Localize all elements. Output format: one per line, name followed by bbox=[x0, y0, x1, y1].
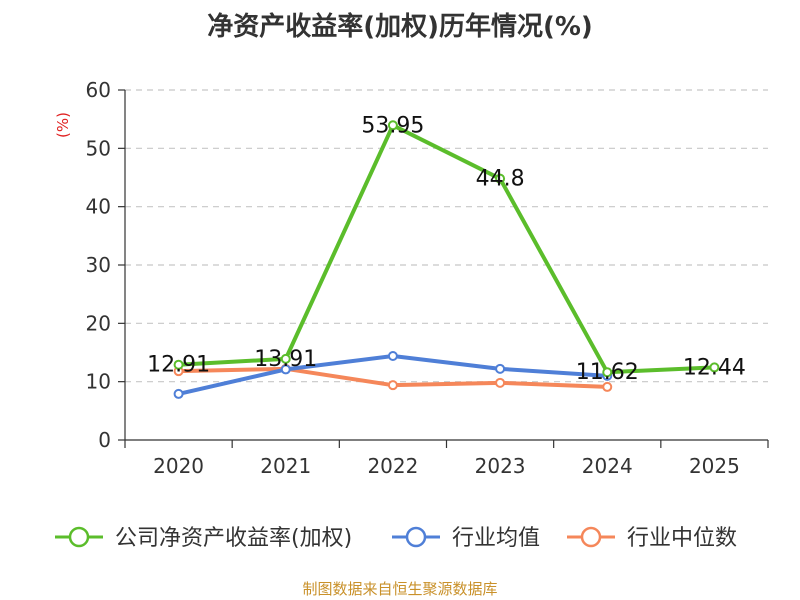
point-s0-2022 bbox=[387, 120, 398, 131]
legend-label-2: 行业中位数 bbox=[627, 526, 737, 551]
data-label-2022: 53.95 bbox=[361, 113, 424, 138]
point-s0-2025 bbox=[709, 362, 720, 373]
y-tick-label-60: 60 bbox=[86, 78, 111, 102]
y-tick-label-0: 0 bbox=[98, 428, 111, 452]
y-axis-label: (%) bbox=[54, 112, 72, 138]
chart-title: 净资产收益率(加权)历年情况(%) bbox=[207, 12, 593, 42]
data-labels: 12.91 13.91 53.95 44.8 11.62 12.44 bbox=[147, 113, 746, 385]
point-s1-2022 bbox=[387, 351, 398, 361]
data-label-2023: 44.8 bbox=[476, 167, 525, 192]
point-s2-2024 bbox=[602, 381, 613, 392]
point-s0-2020 bbox=[173, 359, 184, 370]
x-tick-label-2024: 2024 bbox=[582, 454, 633, 478]
point-s2-2022 bbox=[387, 380, 398, 391]
legend-item-0[interactable]: 公司净资产收益率(加权) bbox=[55, 526, 352, 551]
data-label-2024: 11.62 bbox=[576, 360, 639, 385]
series-line-0 bbox=[176, 123, 717, 375]
point-s1-2021 bbox=[280, 364, 291, 375]
legend-label-0: 公司净资产收益率(加权) bbox=[115, 526, 352, 551]
point-s1-2023 bbox=[495, 363, 506, 374]
point-s1-2020 bbox=[173, 388, 184, 399]
point-s0-2023 bbox=[495, 173, 506, 184]
y-tick-label-30: 30 bbox=[86, 253, 111, 277]
y-tick-label-50: 50 bbox=[86, 136, 111, 160]
point-s0-2021 bbox=[280, 353, 291, 364]
legend-label-1: 行业均值 bbox=[452, 526, 540, 551]
y-tick-label-40: 40 bbox=[86, 195, 111, 219]
x-tick-label-2022: 2022 bbox=[367, 454, 418, 478]
data-source-note: 制图数据来自恒生聚源数据库 bbox=[302, 580, 498, 598]
y-tick-label-20: 20 bbox=[86, 311, 111, 335]
data-label-2025: 12.44 bbox=[683, 355, 746, 380]
legend-item-2[interactable]: 行业中位数 bbox=[567, 526, 737, 551]
point-s2-2023 bbox=[495, 377, 506, 388]
x-tick-label-2021: 2021 bbox=[260, 454, 311, 478]
legend-item-1[interactable]: 行业均值 bbox=[392, 526, 540, 551]
x-tick-label-2023: 2023 bbox=[475, 454, 526, 478]
series-lines bbox=[173, 120, 720, 399]
x-tick-label-2020: 2020 bbox=[153, 454, 204, 478]
legend-swatch-marker-1 bbox=[405, 526, 427, 548]
data-label-2021: 13.91 bbox=[254, 347, 317, 372]
data-label-2020: 12.91 bbox=[147, 353, 210, 378]
legend-swatch-marker-2 bbox=[580, 526, 602, 548]
x-tick-label-2025: 2025 bbox=[689, 454, 740, 478]
legend[interactable]: 公司净资产收益率(加权) 行业均值 行业中位数 bbox=[55, 526, 737, 551]
y-tick-label-10: 10 bbox=[86, 370, 111, 394]
grid-lines bbox=[125, 89, 768, 383]
point-s0-2024 bbox=[602, 367, 613, 378]
legend-swatch-marker-0 bbox=[68, 526, 90, 548]
axes: 0 10 20 30 40 50 60 (%) 2020 2021 2022 2023 2024 2025 bbox=[54, 78, 769, 478]
